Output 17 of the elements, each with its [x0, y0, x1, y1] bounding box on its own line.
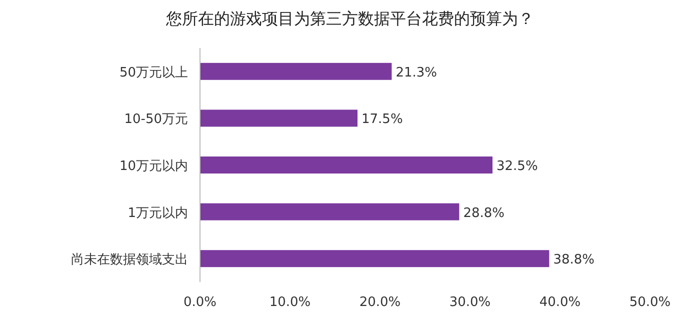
y-tick-label: 10-50万元 — [124, 112, 188, 128]
x-tick-label: 40.0% — [539, 295, 581, 310]
x-tick-label: 10.0% — [269, 295, 311, 310]
x-tick-label: 30.0% — [449, 295, 491, 310]
x-tick-label: 0.0% — [183, 295, 217, 310]
x-tick-label: 50.0% — [629, 295, 671, 310]
x-tick-label: 20.0% — [359, 295, 401, 310]
y-tick-label: 50万元以上 — [119, 65, 188, 80]
y-tick-label: 10万元以内 — [119, 159, 188, 174]
data-label: 21.3% — [396, 65, 438, 80]
data-label: 32.5% — [496, 159, 538, 174]
data-label: 38.8% — [553, 252, 595, 268]
y-tick-label: 1万元以内 — [128, 206, 188, 221]
data-label: 17.5% — [362, 112, 403, 128]
title: 您所在的游戏项目为第三方数据平台花费的预算为？ — [166, 9, 534, 28]
data-label: 28.8% — [463, 206, 505, 221]
y-tick-label: 尚未在数据领域支出 — [71, 252, 188, 268]
